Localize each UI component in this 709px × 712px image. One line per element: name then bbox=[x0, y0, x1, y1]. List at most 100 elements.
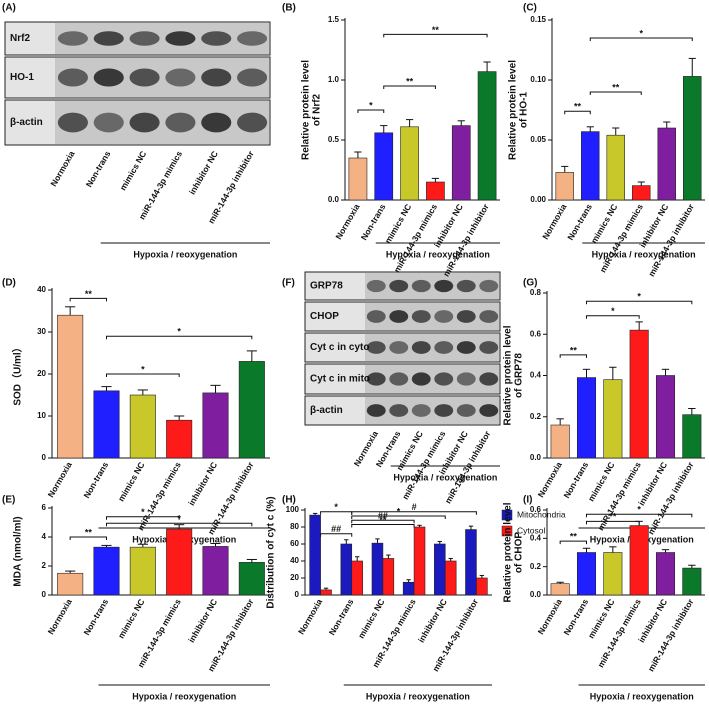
blot-band bbox=[434, 310, 454, 323]
bar bbox=[129, 546, 156, 596]
significance-label: * bbox=[637, 292, 641, 302]
significance-label: * bbox=[141, 507, 145, 517]
blot-band bbox=[434, 372, 454, 386]
significance-bracket bbox=[351, 511, 477, 515]
bar bbox=[202, 546, 229, 596]
x-tick-label: miR-144-3p inhibitor bbox=[646, 202, 696, 279]
x-tick-label: Non-trans bbox=[561, 597, 590, 637]
bar bbox=[166, 528, 193, 596]
blot-band bbox=[57, 68, 88, 87]
x-tick-label: inhibitor NC bbox=[186, 597, 219, 644]
y-tick-label: 40 bbox=[37, 285, 46, 294]
y-tick-label: 4 bbox=[42, 532, 47, 541]
significance-label: ** bbox=[85, 289, 93, 299]
y-axis-label: Distribution of cyt c (%) bbox=[266, 496, 277, 608]
significance-bracket bbox=[564, 110, 591, 115]
significance-bracket bbox=[320, 511, 353, 515]
bar bbox=[576, 552, 597, 596]
x-tick-label: mimics NC bbox=[586, 597, 617, 640]
y-axis-label: Relative protein level bbox=[503, 502, 514, 602]
significance-label: ** bbox=[609, 512, 617, 522]
blot-band bbox=[434, 279, 454, 293]
y-tick-label: 80 bbox=[290, 522, 299, 531]
blot-band bbox=[57, 112, 88, 133]
y-tick-label: 0 bbox=[42, 453, 47, 462]
significance-bracket bbox=[351, 519, 415, 524]
significance-bracket bbox=[106, 335, 253, 340]
significance-label: * bbox=[369, 100, 373, 110]
y-axis-label: MDA (nmol/ml) bbox=[13, 516, 24, 586]
bar bbox=[93, 390, 120, 459]
blot-band bbox=[434, 404, 454, 417]
bar bbox=[202, 392, 229, 459]
bar bbox=[238, 562, 265, 596]
bar bbox=[476, 577, 488, 596]
blot-band bbox=[129, 31, 160, 46]
blot-band bbox=[456, 310, 476, 323]
significance-label: ** bbox=[85, 527, 93, 537]
blot-band bbox=[201, 68, 232, 87]
blot-band bbox=[366, 310, 386, 323]
bar bbox=[632, 185, 651, 201]
blot-band bbox=[129, 68, 160, 87]
group-label: Hypoxia / reoxygenation bbox=[592, 249, 696, 259]
bar bbox=[129, 394, 156, 459]
significance-label: ** bbox=[574, 102, 582, 112]
y-tick-label: 1.0 bbox=[328, 75, 340, 84]
bar bbox=[683, 76, 702, 201]
bar bbox=[426, 181, 445, 201]
x-tick-label: inhibitor NC bbox=[186, 460, 219, 507]
blot-row-label: Cyt c in cyto bbox=[310, 342, 369, 353]
blot-band bbox=[389, 372, 409, 386]
bar bbox=[382, 558, 395, 596]
y-axis-label: Relative protein level bbox=[503, 325, 514, 425]
bar bbox=[603, 379, 623, 459]
y-tick-label: 0.15 bbox=[530, 15, 546, 24]
legend-swatch bbox=[501, 525, 513, 537]
significance-bracket bbox=[357, 109, 385, 113]
panel-label: (D) bbox=[2, 278, 16, 289]
x-tick-label: Non-trans bbox=[327, 597, 356, 637]
bar bbox=[340, 543, 353, 596]
y-tick-label: 6 bbox=[42, 503, 47, 512]
blot-band bbox=[201, 31, 232, 46]
legend-label: Cytosol bbox=[517, 525, 545, 535]
blot-band bbox=[479, 279, 499, 293]
bar bbox=[581, 131, 600, 201]
x-tick-label: Non-trans bbox=[81, 597, 110, 637]
blot-strip bbox=[55, 101, 269, 144]
panel-label: (B) bbox=[282, 3, 296, 14]
significance-bracket bbox=[69, 297, 107, 302]
y-tick-label: 20 bbox=[37, 369, 46, 378]
group-label: Hypoxia / reoxygenation bbox=[393, 472, 497, 482]
blot-strip bbox=[365, 303, 499, 330]
significance-label: * bbox=[141, 364, 145, 374]
y-tick-label: 0 bbox=[42, 590, 47, 599]
y-tick-label: 0.00 bbox=[530, 195, 546, 204]
x-tick-label: Non-trans bbox=[84, 149, 113, 189]
y-tick-label: 40 bbox=[290, 556, 299, 565]
significance-bracket bbox=[589, 37, 693, 41]
y-tick-label: 0.6 bbox=[530, 329, 542, 338]
significance-label: * bbox=[177, 327, 181, 337]
y-tick-label: 10 bbox=[37, 411, 46, 420]
blot-strip bbox=[55, 58, 269, 97]
y-tick-label: 0.0 bbox=[328, 195, 340, 204]
significance-label: * bbox=[637, 505, 641, 515]
blot-band bbox=[93, 112, 124, 133]
blot-band bbox=[129, 112, 160, 133]
bar bbox=[374, 132, 394, 201]
y-axis-label: Relative protein level bbox=[508, 60, 519, 160]
panel-label: (H) bbox=[282, 495, 296, 506]
blot-row-label: β-actin bbox=[310, 405, 343, 416]
x-tick-label: Non-trans bbox=[359, 202, 388, 242]
y-tick-label: 0.4 bbox=[530, 533, 542, 542]
blot-band bbox=[366, 341, 386, 354]
blot-band bbox=[201, 112, 232, 133]
significance-bracket bbox=[586, 315, 640, 319]
y-axis-label: of GRP78 bbox=[514, 353, 525, 398]
y-tick-label: 100 bbox=[286, 505, 300, 514]
significance-label: * bbox=[611, 306, 615, 316]
blot-band bbox=[479, 372, 499, 386]
x-tick-label: mimics NC bbox=[116, 597, 147, 640]
